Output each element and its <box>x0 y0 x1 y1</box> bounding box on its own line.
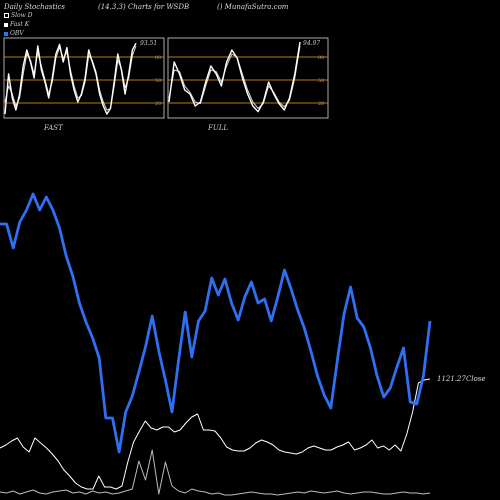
price-line <box>0 378 431 490</box>
obv-line <box>0 192 432 454</box>
fast-last-value: 93.51 <box>140 40 157 47</box>
legend-item-obv: OBV <box>4 30 24 37</box>
fast-k-line <box>4 42 137 115</box>
full-panel-frame <box>167 37 329 119</box>
legend-swatch <box>4 13 9 18</box>
full-k-line <box>168 41 301 113</box>
full-panel: 80 50 20 94.97 <box>167 37 329 119</box>
fast-level-80-label: 80 <box>155 55 161 61</box>
full-slow-d-line <box>168 45 301 109</box>
legend-label: Slow D <box>11 12 33 19</box>
legend-item-slow-d: Slow D <box>4 12 33 19</box>
legend-swatch <box>4 22 8 27</box>
fast-panel-frame <box>3 37 165 119</box>
full-level-80-label: 80 <box>318 55 324 61</box>
legend-swatch <box>4 31 8 36</box>
full-level-50-label: 50 <box>318 78 324 84</box>
fast-panel-label: FAST <box>44 124 63 132</box>
full-last-value: 94.97 <box>303 40 320 47</box>
main-chart: 1121.27Close <box>0 192 486 496</box>
chart-title: Daily Stochastics <box>4 3 66 11</box>
volume-line <box>0 449 431 496</box>
fast-level-20-label: 20 <box>155 101 161 107</box>
fast-panel: 80 50 20 93.51 <box>3 37 165 119</box>
fast-level-50-label: 50 <box>155 78 161 84</box>
chart-params: (14,3,3) Charts for WSDB <box>98 3 190 11</box>
full-level-20-label: 20 <box>318 101 324 107</box>
close-label: 1121.27Close <box>437 375 486 383</box>
legend-item-fast-k: Fast K <box>4 21 29 28</box>
site-name: () MunafaSutra.com <box>217 3 289 11</box>
legend-label: OBV <box>10 30 24 37</box>
legend-label: Fast K <box>10 21 30 28</box>
full-panel-label: FULL <box>208 124 229 132</box>
